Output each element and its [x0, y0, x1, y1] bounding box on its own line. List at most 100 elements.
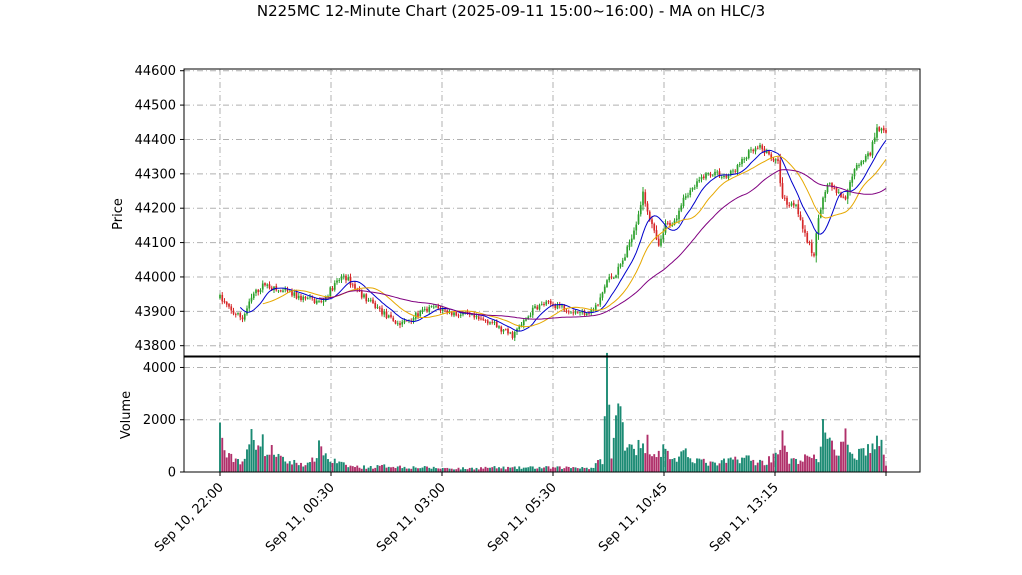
candle-body: [453, 312, 455, 316]
candle-body: [869, 152, 872, 156]
volume-bar: [860, 448, 863, 472]
volume-bar: [324, 453, 327, 472]
candle-body: [491, 322, 494, 323]
price-tick-label: 44600: [135, 64, 176, 79]
candle-body: [543, 303, 545, 306]
candle-body: [351, 284, 354, 286]
volume-bar: [750, 460, 752, 472]
volume-bar: [241, 461, 244, 472]
volume-bar: [574, 467, 577, 472]
candle-body: [360, 290, 363, 298]
volume-bar: [653, 454, 656, 472]
candle-body: [876, 127, 878, 138]
candle-body: [745, 157, 748, 160]
candle-body: [781, 183, 784, 198]
volume-bar: [723, 458, 725, 472]
volume-bar: [797, 463, 800, 472]
volume-bar: [291, 464, 293, 472]
candle-body: [840, 192, 842, 198]
candle-body: [252, 293, 255, 299]
volume-bar: [356, 465, 359, 472]
volume-bar: [475, 467, 478, 472]
candle-body: [495, 321, 498, 328]
price-tick-label: 44200: [135, 202, 176, 217]
volume-tick-label: 4000: [143, 361, 176, 376]
candle-body: [527, 316, 530, 319]
volume-bar: [441, 468, 444, 472]
moving-average-lines: [239, 140, 887, 332]
volume-bar: [403, 466, 406, 472]
candle-body: [741, 158, 743, 165]
volume-bar: [633, 448, 635, 472]
candle-body: [727, 175, 730, 179]
candle-body: [513, 331, 516, 338]
volume-bar: [675, 461, 678, 472]
volume-bar: [340, 461, 343, 472]
volume-bar: [855, 459, 858, 472]
volume-bar: [342, 462, 345, 472]
candle-body: [572, 312, 575, 314]
price-tick-label: 44100: [135, 236, 176, 251]
volume-bar: [354, 467, 356, 472]
candle-body: [639, 205, 642, 215]
candle-body: [547, 301, 550, 303]
volume-bar: [693, 463, 696, 472]
volume-bar: [536, 468, 539, 472]
candle-body: [225, 301, 228, 305]
volume-bar: [819, 446, 822, 472]
candle-body: [718, 171, 721, 177]
candle-body: [365, 294, 368, 302]
candle-body: [585, 313, 588, 316]
candle-body: [311, 297, 314, 299]
volume-bar: [741, 457, 743, 472]
x-ticks: Sep 10, 22:00 Sep 11, 00:30 Sep 11, 03:00 S…: [152, 472, 887, 555]
volume-bar: [835, 455, 838, 472]
volume-bar: [336, 463, 338, 472]
candle-body: [630, 238, 633, 243]
volume-bar: [529, 466, 532, 472]
volume-bar: [684, 448, 687, 472]
volume-bar: [826, 438, 829, 472]
candle-body: [610, 276, 613, 278]
candle-body: [300, 295, 302, 300]
candle-body: [711, 175, 714, 177]
volume-bar: [329, 461, 332, 472]
candle-body: [340, 276, 343, 280]
candle-body: [257, 289, 260, 293]
candle-body: [457, 315, 460, 317]
candle-body: [669, 223, 671, 226]
volume-bar: [608, 404, 611, 472]
candle-body: [392, 317, 395, 321]
candle-body: [590, 309, 593, 313]
candle-body: [338, 280, 341, 281]
candle-body: [234, 313, 237, 315]
candle-body: [441, 309, 444, 312]
volume-bar: [804, 454, 806, 472]
volume-bar: [484, 466, 487, 472]
volume-bar: [302, 466, 305, 472]
candle-body: [738, 163, 741, 165]
candle-body: [390, 314, 392, 318]
candle-body: [601, 292, 604, 298]
volume-bar: [867, 444, 869, 472]
volume-bar: [637, 439, 640, 472]
volume-bar: [426, 466, 428, 472]
candle-body: [525, 319, 527, 321]
volume-bar: [842, 441, 845, 472]
volume-bar: [423, 466, 426, 472]
volume-bar: [885, 465, 887, 472]
candle-body: [394, 320, 397, 324]
volume-bar: [828, 437, 831, 472]
volume-bar: [502, 466, 505, 472]
volume-bar: [511, 467, 514, 472]
candle-body: [844, 196, 847, 200]
volume-bar: [824, 432, 827, 472]
volume-bar: [673, 458, 676, 472]
candle-body: [828, 183, 831, 185]
volume-tick-label: 2000: [143, 413, 176, 428]
x-tick-label: Sep 11, 05:30: [485, 480, 560, 555]
volume-bar: [709, 461, 712, 472]
candle-body: [450, 311, 453, 315]
candle-body: [790, 203, 793, 206]
candle-body: [536, 306, 539, 310]
